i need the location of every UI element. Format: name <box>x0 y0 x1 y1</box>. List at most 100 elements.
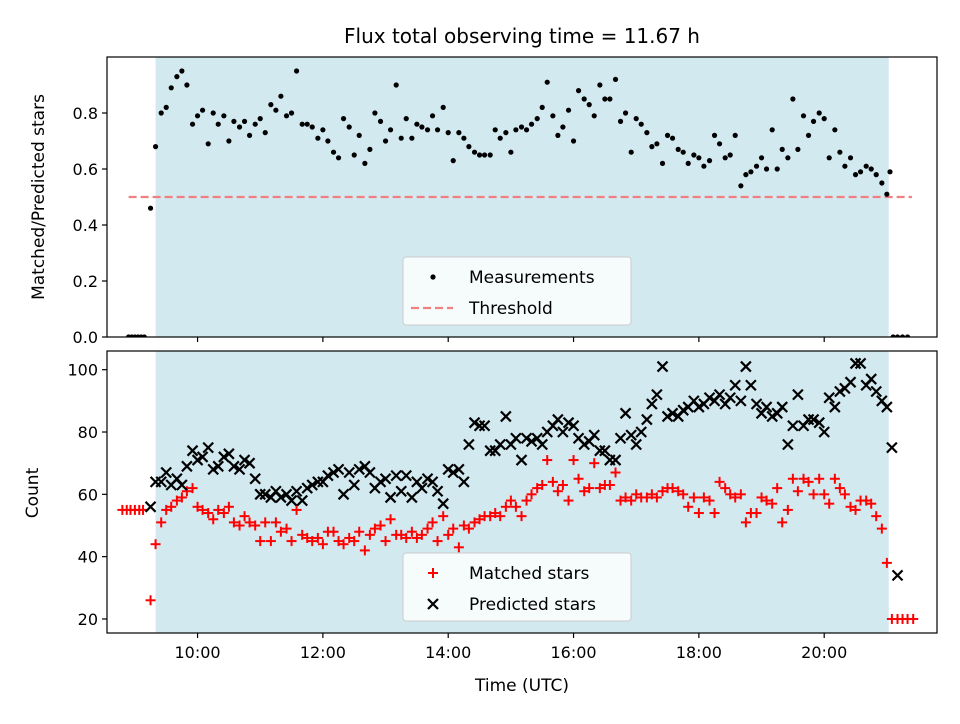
measurement-point <box>147 205 154 211</box>
measurement-point <box>868 166 874 172</box>
measurement-point <box>550 113 556 119</box>
measurement-point <box>424 127 431 133</box>
matched-star-point <box>181 486 192 497</box>
predicted-star-point <box>484 444 496 457</box>
measurement-point <box>461 135 467 141</box>
matched-star-point <box>767 498 778 509</box>
matched-star-point <box>411 532 422 543</box>
matched-star-point <box>213 504 224 515</box>
predicted-star-stroke-b <box>379 472 392 485</box>
predicted-star-stroke-b <box>285 494 298 507</box>
predicted-star-point <box>337 488 350 501</box>
measurement-point <box>899 334 906 337</box>
predicted-star-point <box>567 420 580 432</box>
matched-star-point <box>589 458 600 469</box>
matched-star-point <box>469 517 480 528</box>
matched-star-point <box>557 479 568 490</box>
measurement-point <box>487 152 493 158</box>
ratio-panel: 0.0 0.2 0.4 0.6 0.8 Measurements Threshold <box>73 56 938 347</box>
matched-star-point <box>798 473 809 484</box>
matched-star-point <box>500 501 511 512</box>
matched-star-point <box>542 455 553 466</box>
predicted-star-point <box>630 438 642 451</box>
predicted-star-point <box>437 497 449 510</box>
matched-star-point <box>526 489 537 500</box>
matched-star-point <box>735 489 746 500</box>
matched-star-point <box>803 476 814 487</box>
measurement-point <box>168 85 174 91</box>
predicted-star-stroke-b <box>228 460 240 473</box>
matched-star-point <box>250 520 261 531</box>
measurement-point <box>377 118 384 124</box>
predicted-star-stroke-b <box>588 429 600 441</box>
predicted-star-stroke-b <box>844 376 857 388</box>
measurement-point <box>857 169 864 175</box>
measurement-point <box>887 169 893 175</box>
measurement-point <box>179 68 185 74</box>
measurement-point <box>597 82 603 88</box>
predicted-star-point <box>416 482 428 494</box>
top-axes-frame <box>106 56 938 338</box>
measurement-point <box>346 124 352 130</box>
measurement-point <box>795 146 801 152</box>
matched-star-point <box>453 542 464 553</box>
predicted-star-stroke-b <box>411 476 423 488</box>
matched-star-point <box>620 492 631 503</box>
matched-star-point <box>787 473 798 484</box>
matched-star-point <box>579 486 590 497</box>
predicted-star-stroke-b <box>426 476 439 488</box>
predicted-star-stroke-b <box>525 435 538 448</box>
predicted-star-stroke-b <box>421 472 434 485</box>
measurement-point <box>299 121 305 127</box>
measurement-point <box>617 118 624 124</box>
measurement-point <box>696 155 702 161</box>
predicted-star-stroke-b <box>782 438 794 451</box>
measurement-point <box>523 127 530 133</box>
matched-star-point <box>782 504 793 515</box>
predicted-star-point <box>390 469 402 482</box>
measurement-point <box>262 130 268 136</box>
measurement-point <box>409 135 415 141</box>
matched-star-point <box>568 455 579 466</box>
predicted-star-point <box>792 388 804 401</box>
measurement-point <box>456 130 462 136</box>
matched-star-point <box>594 483 605 494</box>
predicted-star-stroke-b <box>531 432 543 445</box>
predicted-star-point <box>886 441 898 454</box>
matched-star-point <box>657 486 668 497</box>
predicted-star-stroke-b <box>416 482 428 494</box>
predicted-star-stroke-b <box>802 413 815 426</box>
measurement-point <box>706 158 713 164</box>
predicted-star-stroke-b <box>186 444 199 457</box>
predicted-star-point <box>243 457 256 469</box>
matched-star-point <box>908 613 919 624</box>
predicted-star-point <box>223 448 235 460</box>
predicted-star-point <box>849 357 862 370</box>
predicted-star-stroke-b <box>807 413 820 426</box>
measurement-point <box>325 138 331 144</box>
measurement-point <box>805 132 812 138</box>
measurement-point <box>513 127 519 133</box>
measurement-point <box>612 76 619 82</box>
top-legend-label: Threshold <box>468 299 553 319</box>
matched-star-point <box>673 486 684 497</box>
predicted-star-stroke-b <box>196 451 209 463</box>
predicted-star-point <box>343 466 355 479</box>
predicted-star-point <box>865 373 877 385</box>
bottom-legend-box <box>402 552 632 622</box>
predicted-star-point <box>802 413 815 426</box>
predicted-star-point <box>525 435 538 448</box>
predicted-star-stroke-b <box>353 463 366 476</box>
measurement-point <box>842 163 848 169</box>
predicted-star-point <box>776 401 788 413</box>
measurement-point <box>852 172 859 178</box>
bottom-legend-label: Matched stars <box>469 564 589 584</box>
bottom-y-tick-label: 60 <box>78 485 98 504</box>
matched-star-point <box>281 523 292 534</box>
predicted-star-stroke-b <box>729 379 741 392</box>
predicted-star-stroke-b <box>651 388 663 401</box>
measurement-point <box>884 191 890 197</box>
measurement-point <box>570 138 577 144</box>
measurement-point <box>257 116 263 122</box>
matched-star-point <box>808 489 819 500</box>
